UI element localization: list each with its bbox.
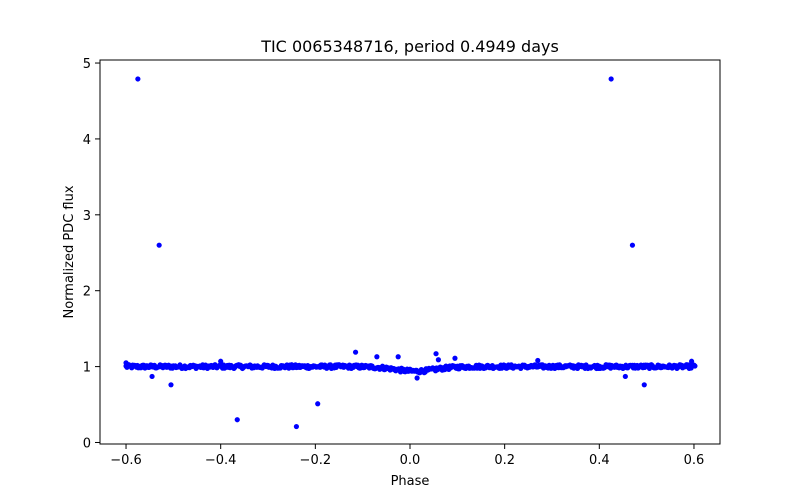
data-point — [293, 423, 300, 430]
x-axis-label: Phase — [391, 474, 430, 489]
y-tick-label: 5 — [83, 57, 91, 72]
data-point — [641, 382, 647, 388]
data-point — [168, 382, 174, 388]
data-point — [433, 351, 439, 357]
data-point — [689, 358, 695, 364]
data-point — [352, 349, 359, 355]
data-point — [156, 242, 162, 248]
data-point — [374, 354, 380, 360]
data-point — [629, 242, 636, 248]
plot-frame — [99, 59, 721, 445]
x-tick-label: −0.4 — [205, 453, 237, 468]
y-axis-ticks: 0 1 2 3 4 5 — [83, 57, 100, 451]
data-point — [622, 373, 628, 380]
data-point — [608, 76, 614, 82]
data-point — [123, 360, 129, 366]
x-tick-label: −0.6 — [110, 453, 142, 468]
data-point — [218, 358, 224, 364]
x-tick-label: 0.2 — [494, 453, 515, 468]
data-point — [149, 373, 155, 380]
y-tick-label: 0 — [83, 436, 91, 451]
data-point — [452, 355, 458, 361]
data-point — [135, 76, 141, 82]
x-tick-label: 0.0 — [400, 453, 421, 468]
y-axis-label: Normalized PDC flux — [62, 185, 77, 318]
x-tick-label: −0.2 — [300, 453, 332, 468]
x-axis-ticks: −0.6 −0.4 −0.2 0.0 0.2 0.4 0.6 — [110, 444, 704, 468]
data-point — [395, 354, 401, 360]
y-tick-label: 3 — [83, 209, 91, 224]
x-tick-label: 0.6 — [684, 453, 705, 468]
data-point — [435, 357, 441, 363]
data-point — [414, 375, 420, 381]
y-tick-label: 1 — [83, 361, 91, 376]
data-points — [123, 76, 698, 430]
data-point — [234, 417, 240, 423]
chart-title: TIC 0065348716, period 0.4949 days — [260, 37, 559, 56]
x-tick-label: 0.4 — [589, 453, 610, 468]
data-point — [535, 357, 541, 364]
y-tick-label: 4 — [83, 133, 91, 148]
data-point — [692, 363, 698, 369]
y-tick-label: 2 — [83, 285, 91, 300]
data-point — [315, 401, 321, 407]
